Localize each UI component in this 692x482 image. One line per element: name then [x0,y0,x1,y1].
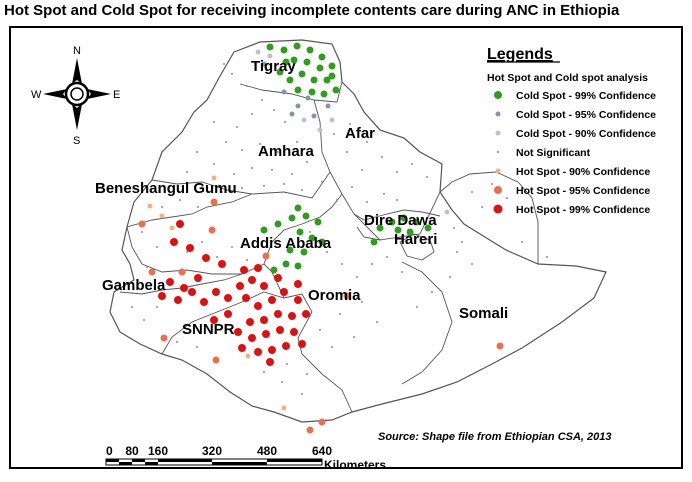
legend-item-label: Not Significant [516,147,591,159]
region-label-afar: Afar [345,125,375,142]
region-boundaries [119,81,539,413]
hot-spot-90-dots [147,175,287,411]
region-label-tigray: Tigray [251,58,296,75]
source-note: Source: Shape file from Ethiopian CSA, 2… [378,431,612,443]
scale-tick-label: 0 [106,444,113,458]
map-canvas: Tigray Afar Amhara Beneshangul Gumu Dire… [31,39,656,472]
legend-swatch [493,204,503,214]
legend-item-label: Cold Spot - 90% Confidence [516,128,656,140]
scale-tick-label: 160 [148,444,168,458]
scale-bar: 0 80 160 320 480 640 Kilometers [105,444,386,472]
hot-spot-95-dots [138,198,504,434]
region-label-beneshangul: Beneshangul Gumu [95,180,237,197]
legend-heading: Legends [487,46,553,63]
scale-tick-label: 320 [202,444,222,458]
map-frame: Tigray Afar Amhara Beneshangul Gumu Dire… [9,26,683,472]
legend-item-label: Cold Spot - 99% Confidence [516,90,656,102]
hot-spot-99-dots [158,220,310,366]
region-label-snnpr: SNNPR [182,321,235,338]
legend-swatch [495,111,501,117]
not-significant-dots [131,63,548,395]
legend-swatch [495,130,501,136]
legend-item-label: Hot Spot - 99% Confidence [516,204,650,216]
compass-rose: N E S W [31,45,120,147]
region-label-oromia: Oromia [308,287,361,304]
compass-e: E [113,89,120,101]
region-label-hareri: Hareri [394,231,437,248]
scale-unit: Kilometers [324,458,386,467]
compass-s: S [73,135,80,147]
compass-n: N [73,45,81,57]
legend-items: Cold Spot - 99% Confidence Cold Spot - 95… [493,90,656,216]
region-label-dire-dawa: Dire Dawa [364,212,437,229]
region-label-somali: Somali [459,305,508,322]
legend-item-label: Hot Spot - 90% Confidence [516,166,650,178]
scale-tick-label: 640 [312,444,332,458]
map-title: Hot Spot and Cold Spot for receiving inc… [4,2,620,19]
region-label-amhara: Amhara [258,143,315,160]
cold-spot-95-dots [261,61,331,119]
legend-item-label: Hot Spot - 95% Confidence [516,185,650,197]
scale-tick-label: 480 [257,444,277,458]
legend: Legends Hot Spot and Cold spot analysis … [487,46,656,216]
legend-subheading: Hot Spot and Cold spot analysis [487,72,648,84]
region-label-gambela: Gambela [102,277,166,294]
legend-swatch [495,168,501,174]
scale-tick-label: 80 [125,444,139,458]
legend-item-label: Cold Spot - 95% Confidence [516,109,656,121]
legend-swatch [494,186,502,194]
cold-spot-99-dots [260,42,432,274]
region-label-addis: Addis Ababa [240,235,332,252]
legend-swatch [496,150,500,154]
legend-swatch [494,91,502,99]
region-labels: Tigray Afar Amhara Beneshangul Gumu Dire… [95,58,508,338]
compass-w: W [31,89,42,101]
cold-spot-90-dots [255,49,450,215]
